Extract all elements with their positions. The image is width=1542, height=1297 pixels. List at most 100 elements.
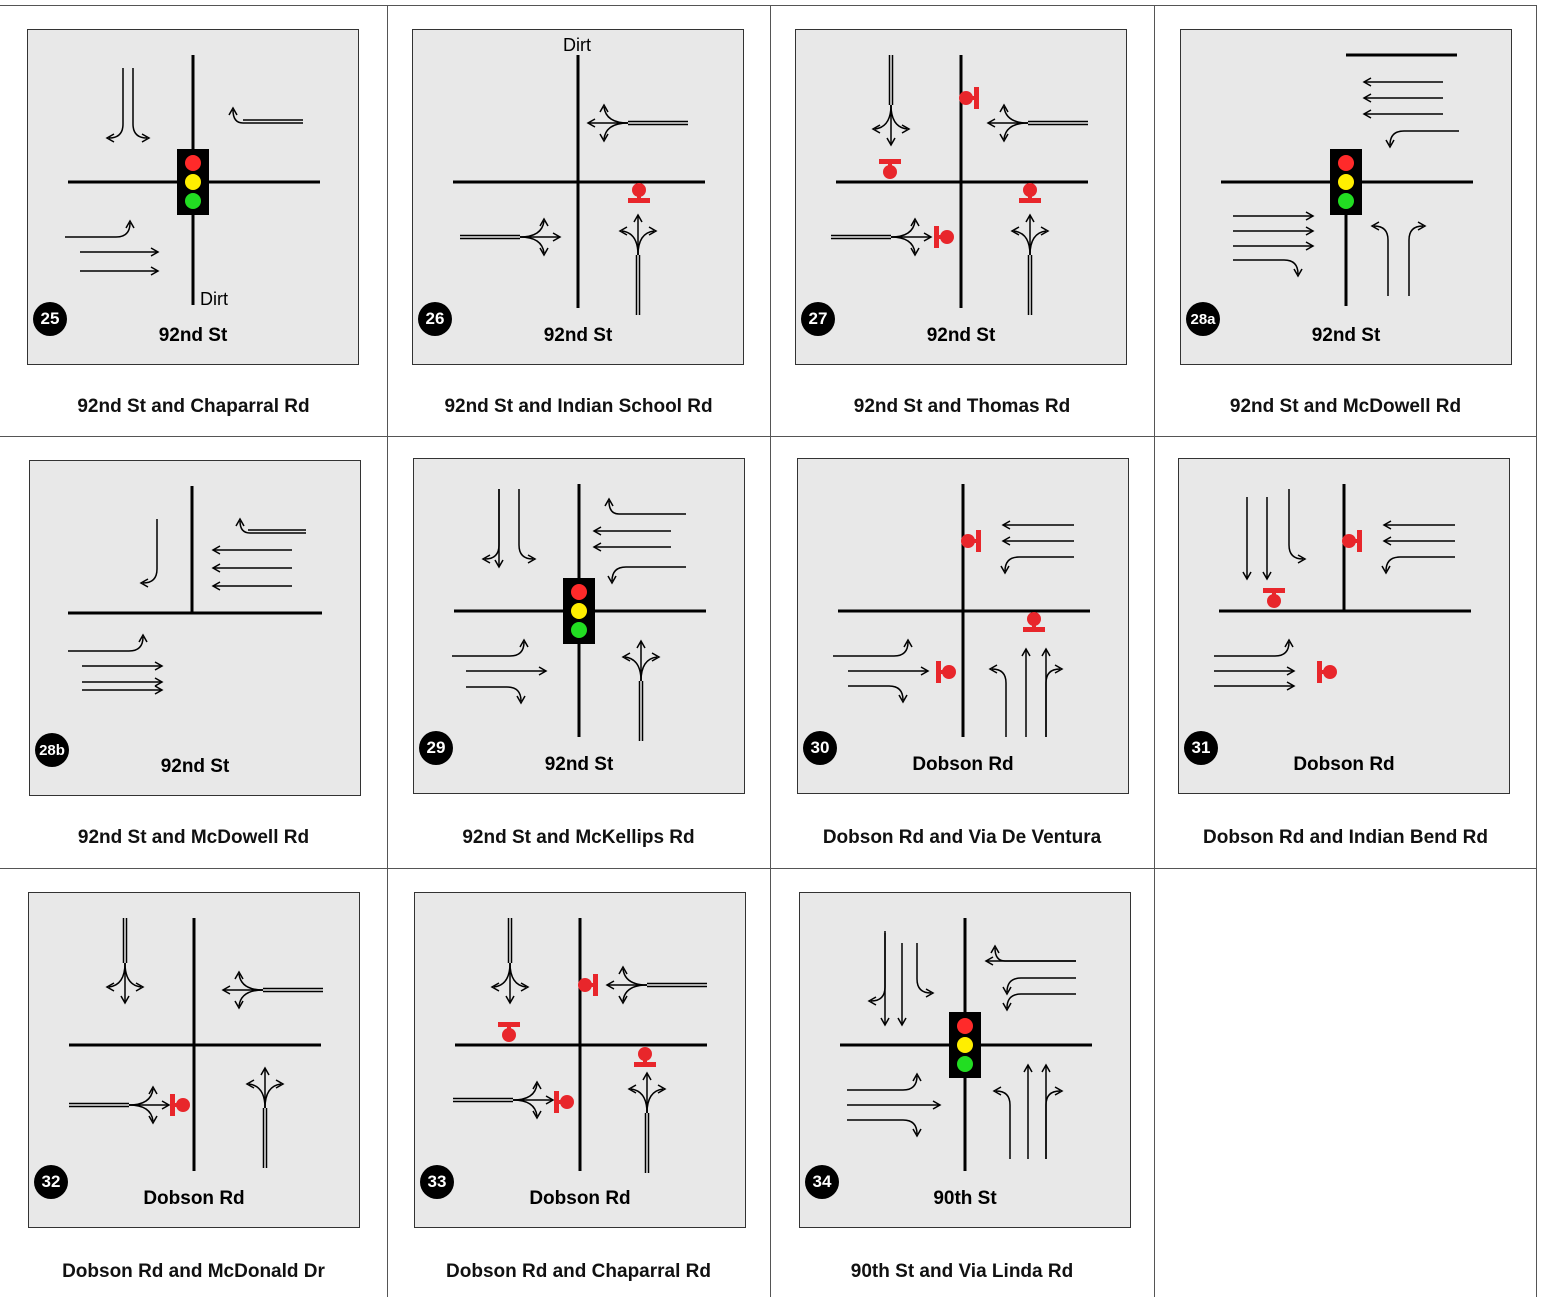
lane-path [128,1088,154,1106]
arrow-head [988,664,998,674]
arrow-head [992,1086,1002,1096]
lane-path [874,104,892,130]
arrow-head [1293,268,1303,278]
intersection-number-badge: 27 [801,302,835,336]
arrow-head [1284,638,1294,648]
arrow-head [1417,221,1427,231]
arrow-head [1382,520,1392,530]
lane-path [1385,556,1455,572]
intersection-caption: Dobson Rd and Indian Bend Rd [1203,827,1488,848]
lane-path [65,222,131,238]
arrow-head [871,124,881,134]
lane-path [512,1083,538,1101]
signal-green-light [571,622,587,638]
arrow-head [642,1071,652,1081]
arrow-head [1305,241,1315,251]
arrow-head [1381,565,1391,575]
lane-path [493,962,511,988]
lane-path [890,104,908,130]
arrow-head [599,103,609,113]
stop-sign-icon [1342,530,1362,552]
lane-path [238,973,264,991]
road-name-label: Dobson Rd [529,1188,631,1209]
grid-border [0,5,1537,1297]
lane-path [519,236,545,254]
lane-diagram [65,55,320,305]
arrow-head [148,1115,158,1125]
arrow-head [1002,986,1012,996]
lane-path [870,931,886,1002]
arrow-head [138,633,148,643]
arrow-head [105,982,115,992]
arrow-head [923,232,933,242]
signal-red-light [957,1018,973,1034]
arrow-head [275,1079,285,1089]
signal-yellow-light [185,174,201,190]
lane-path [68,636,144,652]
intersection-number-badge: 28b [35,733,69,767]
traffic-signal-icon [1330,149,1362,215]
lane-path [1288,489,1304,560]
road-name-label: 92nd St [926,325,996,346]
intersection-number-badge: 30 [803,731,837,765]
arrow-head [607,575,617,585]
signal-yellow-light [571,603,587,619]
intersection-diagram: 28a 92nd St [1180,29,1512,365]
arrow-head [1362,77,1372,87]
arrow-head [1286,666,1296,676]
lane-diagram [1221,53,1473,306]
stop-sign-icon [959,87,979,109]
road-name-label: 92nd St [544,754,614,775]
arrow-head [586,118,596,128]
lane-diagram [833,484,1090,737]
arrow-head [898,694,908,704]
lane-path [995,1090,1011,1159]
lane-path [603,122,629,140]
arrow-head [1385,139,1395,149]
arrow-head [527,554,537,564]
lane-path [484,489,500,560]
lane-path [622,968,648,986]
intersection-number-badge: 33 [420,1165,454,1199]
intersection-caption: Dobson Rd and McDonald Dr [62,1261,325,1282]
arrow-head [986,118,996,128]
grid-divider [387,5,388,1297]
arrow-head [886,137,896,147]
arrow-head [538,666,548,676]
arrow-head [621,652,631,662]
lane-path [621,230,639,256]
road-name-label: Dobson Rd [912,754,1014,775]
arrow-head [618,226,628,236]
lane-path [833,641,909,657]
stop-sign-icon [170,1094,190,1116]
arrow-head [648,226,658,236]
lane-path [1004,556,1074,572]
road-name-label: 92nd St [543,325,613,346]
arrow-head [925,988,935,998]
lane-path [124,962,142,988]
arrow-head [1362,93,1372,103]
lane-path [603,106,629,124]
stop-sign-icon [1263,588,1285,608]
lane-path [239,520,306,534]
arrow-head [604,497,614,507]
arrow-head [1000,565,1010,575]
arrow-head [120,995,130,1005]
lane-path [637,230,655,256]
arrow-head [990,944,1000,954]
arrow-head [1362,109,1372,119]
arrow-head [516,695,526,705]
arrow-head [141,133,151,143]
lane-path [512,1099,538,1117]
lane-path [452,641,525,657]
arrow-head [1001,536,1011,546]
arrow-head [636,639,646,649]
lane-path [848,685,904,701]
arrow-head [139,578,149,588]
stop-sign-icon [1019,183,1041,203]
intersection-diagram: 29 92nd St [413,458,745,794]
intersection-diagram: 31 Dobson Rd [1178,458,1510,794]
lane-path [466,686,522,702]
intersection-diagram: 34 90th St [799,892,1131,1228]
intersection-number-badge: 28a [1186,302,1220,336]
